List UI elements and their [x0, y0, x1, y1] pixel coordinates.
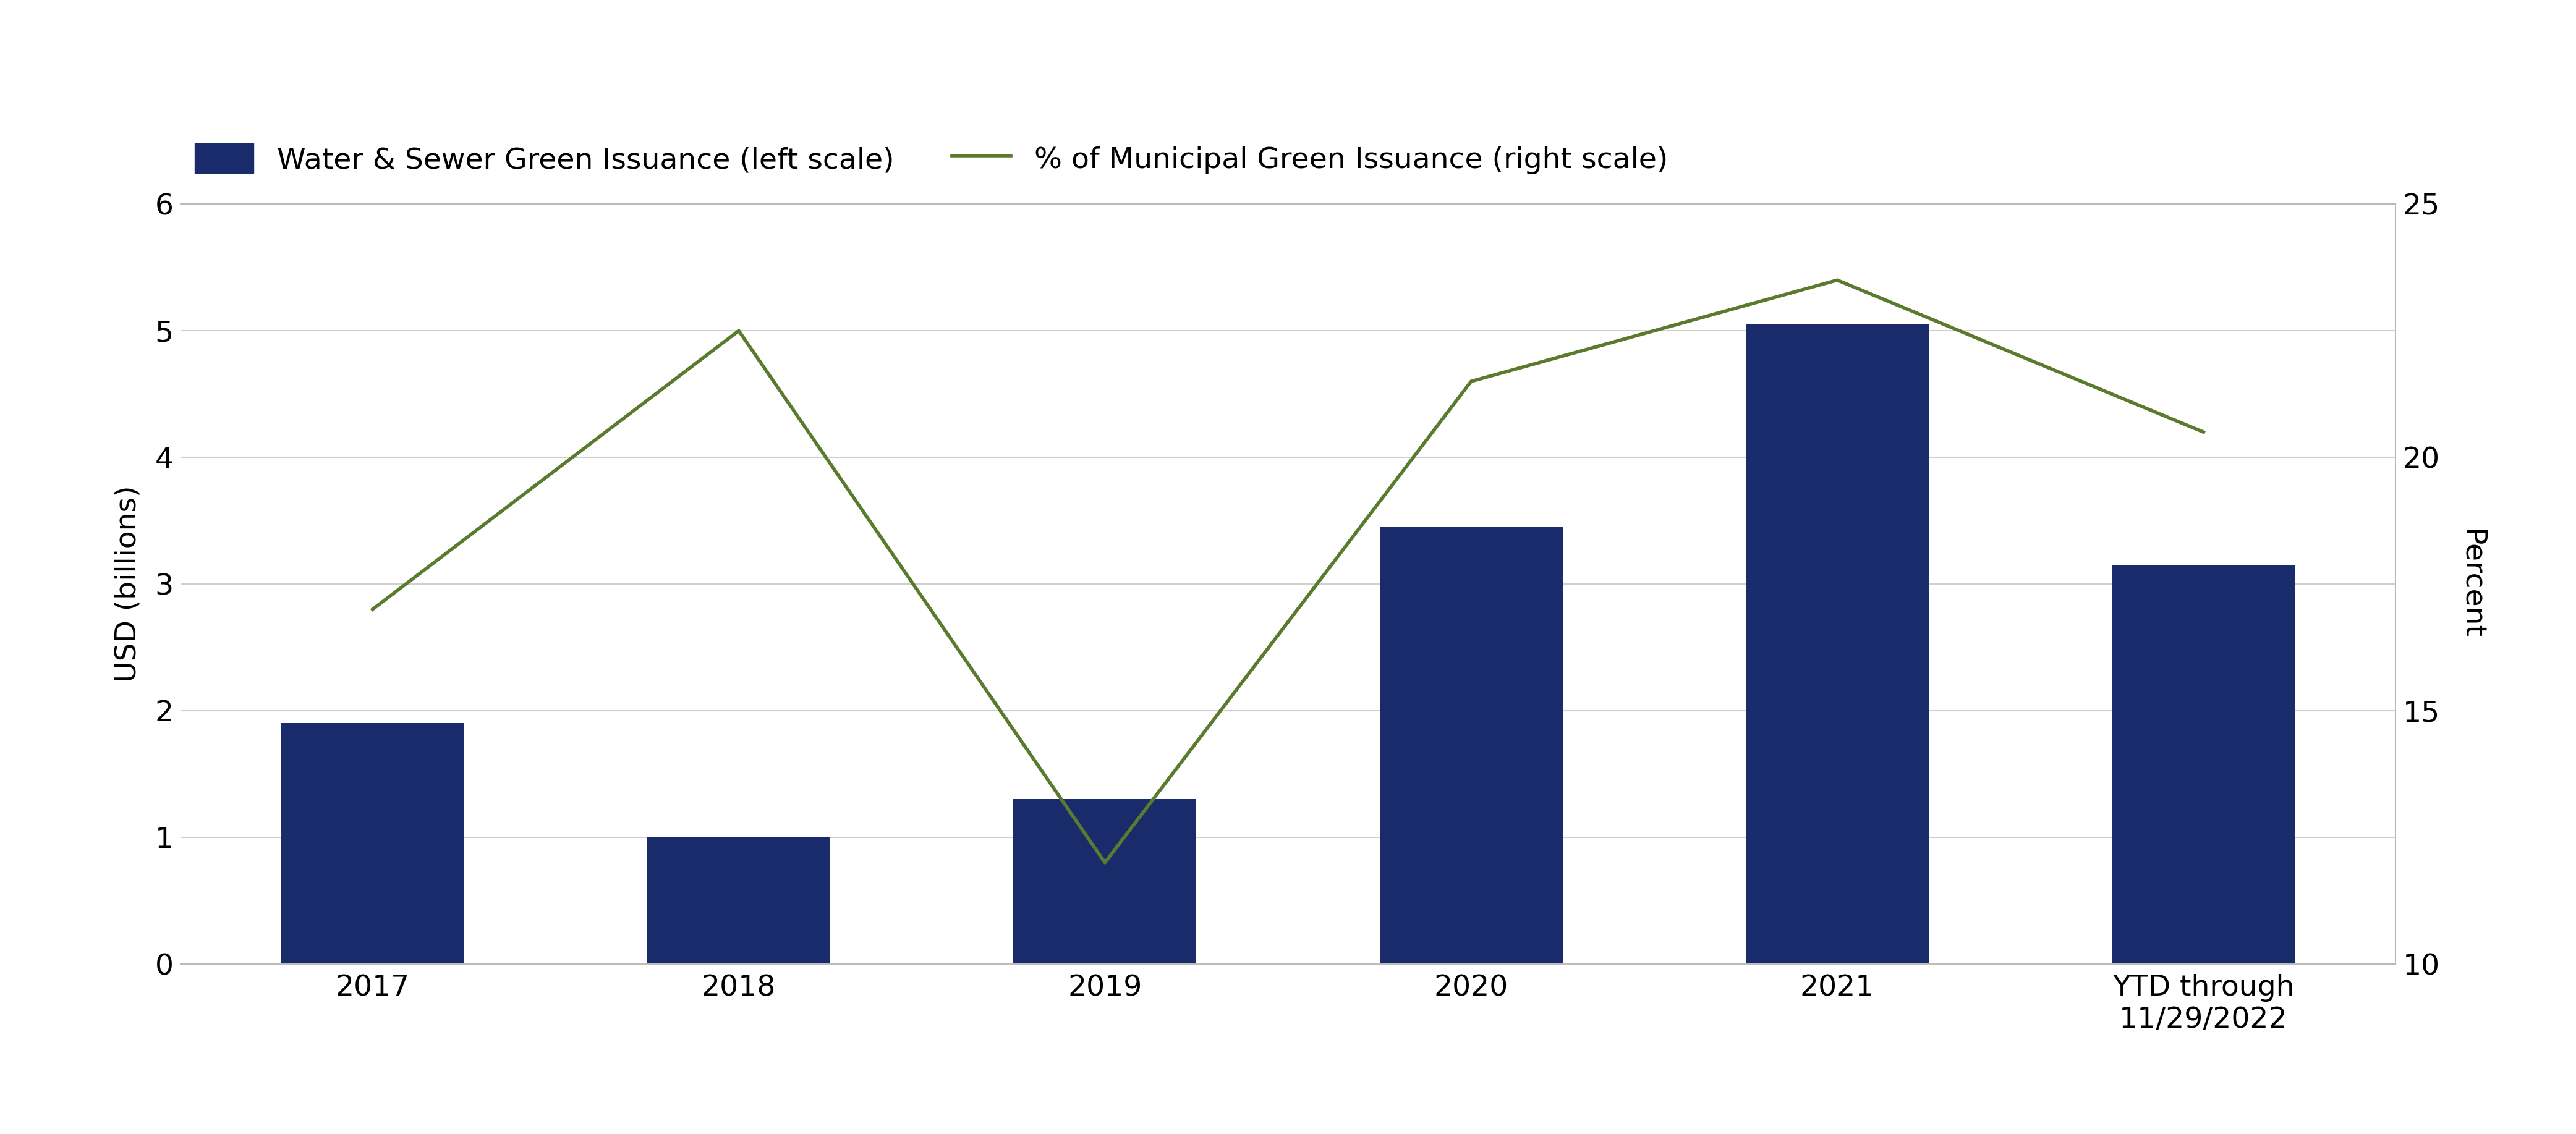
Y-axis label: Percent: Percent [2458, 528, 2486, 640]
Bar [1747, 324, 1929, 964]
Legend: Water & Sewer Green Issuance (left scale), % of Municipal Green Issuance (right : Water & Sewer Green Issuance (left scale… [196, 143, 1667, 175]
Bar [647, 837, 829, 964]
Bar [2112, 565, 2295, 964]
Bar [1381, 527, 1564, 964]
Y-axis label: USD (billions): USD (billions) [113, 485, 142, 683]
Bar [1012, 799, 1195, 964]
Bar [281, 723, 464, 964]
